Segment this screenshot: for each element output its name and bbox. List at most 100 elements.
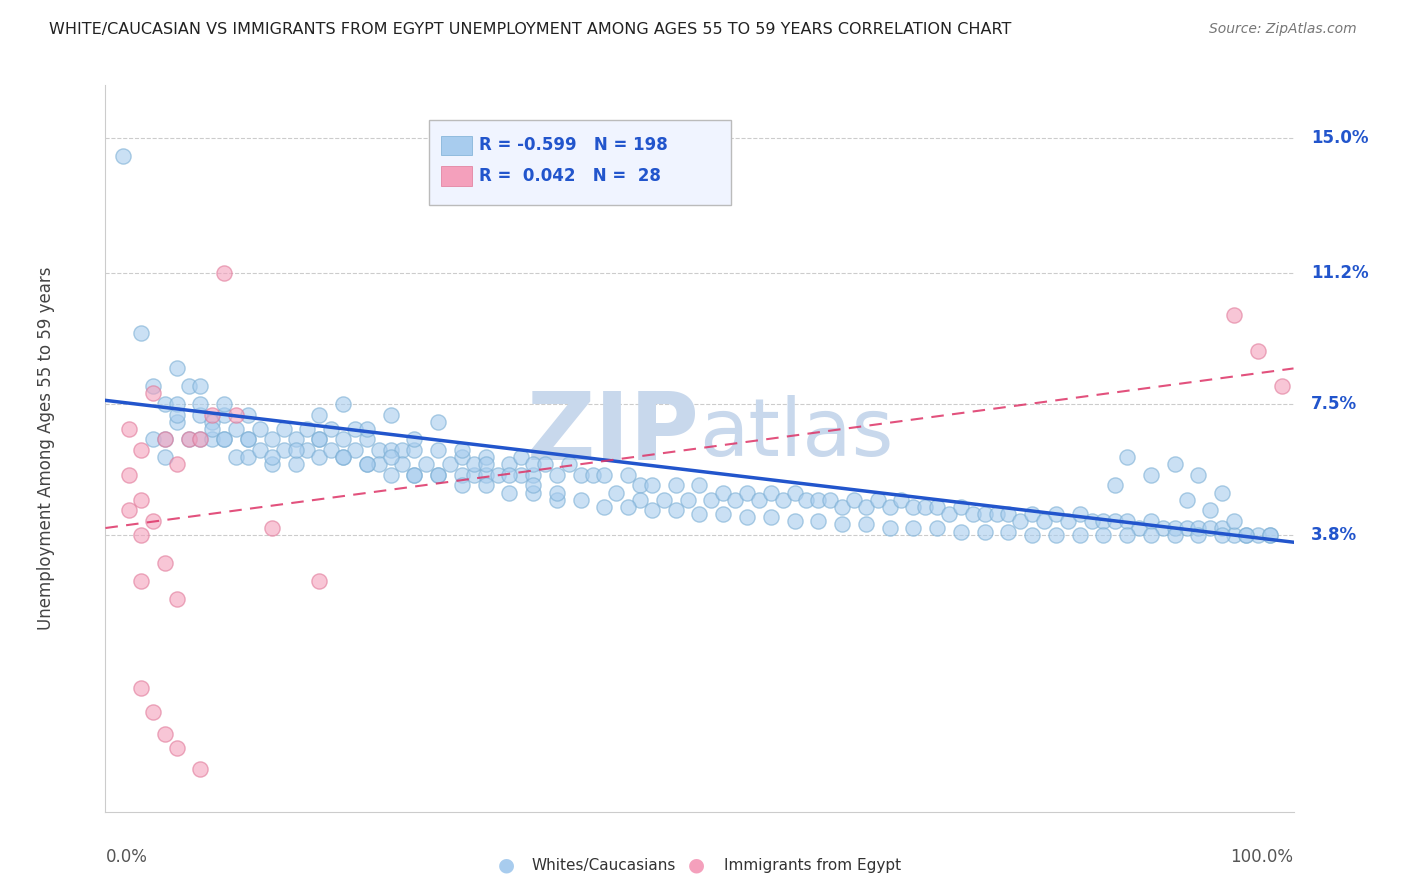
- Text: 7.5%: 7.5%: [1312, 395, 1357, 413]
- Text: 3.8%: 3.8%: [1312, 526, 1357, 544]
- Point: [214, 433, 236, 447]
- Point: [273, 442, 295, 457]
- Point: [297, 442, 319, 457]
- Point: [427, 467, 450, 482]
- Point: [522, 485, 544, 500]
- Point: [605, 485, 627, 500]
- Point: [260, 457, 283, 471]
- Point: [973, 524, 995, 539]
- Point: [177, 433, 200, 447]
- Point: [641, 478, 664, 492]
- Point: [380, 442, 402, 457]
- Point: [321, 422, 343, 436]
- Point: [628, 492, 651, 507]
- Point: [450, 450, 472, 464]
- Point: [308, 574, 330, 589]
- Point: [190, 433, 212, 447]
- Point: [190, 762, 212, 776]
- Point: [214, 408, 236, 422]
- Point: [1234, 528, 1257, 542]
- Point: [129, 574, 152, 589]
- Point: [949, 524, 972, 539]
- Point: [129, 442, 152, 457]
- Point: [236, 433, 259, 447]
- Point: [391, 457, 413, 471]
- Point: [522, 457, 544, 471]
- Point: [783, 485, 806, 500]
- Point: [1271, 379, 1294, 393]
- Point: [807, 492, 830, 507]
- Point: [1021, 507, 1043, 521]
- Point: [166, 740, 188, 755]
- Point: [1104, 478, 1126, 492]
- Point: [1164, 521, 1187, 535]
- Point: [367, 442, 389, 457]
- Point: [380, 450, 402, 464]
- Point: [1175, 521, 1198, 535]
- Point: [190, 397, 212, 411]
- Point: [510, 450, 533, 464]
- Point: [332, 397, 354, 411]
- Point: [842, 492, 865, 507]
- Point: [759, 485, 782, 500]
- Point: [735, 485, 758, 500]
- Point: [1234, 528, 1257, 542]
- Point: [308, 433, 330, 447]
- Point: [997, 524, 1019, 539]
- Point: [153, 727, 176, 741]
- Point: [201, 422, 224, 436]
- Point: [510, 467, 533, 482]
- Point: [1045, 507, 1067, 521]
- Point: [1211, 528, 1233, 542]
- Point: [153, 450, 176, 464]
- Point: [1164, 457, 1187, 471]
- Point: [142, 514, 165, 528]
- Point: [439, 457, 461, 471]
- Point: [404, 433, 426, 447]
- Point: [641, 503, 664, 517]
- Point: [225, 408, 247, 422]
- Point: [1104, 514, 1126, 528]
- Point: [1116, 528, 1139, 542]
- Point: [1140, 467, 1163, 482]
- Point: [569, 467, 592, 482]
- Point: [890, 492, 912, 507]
- Point: [831, 517, 853, 532]
- Point: [1211, 521, 1233, 535]
- Point: [1258, 528, 1281, 542]
- Point: [190, 379, 212, 393]
- Point: [273, 422, 295, 436]
- Point: [118, 467, 141, 482]
- Point: [962, 507, 984, 521]
- Point: [546, 492, 568, 507]
- Text: R = -0.599   N = 198: R = -0.599 N = 198: [479, 136, 668, 154]
- Point: [1116, 450, 1139, 464]
- Point: [855, 500, 877, 514]
- Point: [973, 507, 995, 521]
- Point: [689, 507, 711, 521]
- Point: [879, 500, 901, 514]
- Point: [343, 442, 366, 457]
- Point: [903, 521, 925, 535]
- Point: [225, 450, 247, 464]
- Point: [1080, 514, 1102, 528]
- Point: [546, 485, 568, 500]
- Point: [772, 492, 794, 507]
- Point: [1069, 528, 1091, 542]
- Point: [284, 457, 307, 471]
- Point: [866, 492, 889, 507]
- Point: [463, 467, 485, 482]
- Point: [938, 507, 960, 521]
- Point: [356, 422, 378, 436]
- Point: [404, 442, 426, 457]
- Point: [404, 467, 426, 482]
- Point: [201, 433, 224, 447]
- Point: [1199, 503, 1222, 517]
- Point: [997, 507, 1019, 521]
- Point: [166, 361, 188, 376]
- Point: [332, 450, 354, 464]
- Point: [474, 467, 496, 482]
- Point: [129, 681, 152, 695]
- Point: [190, 408, 212, 422]
- Point: [1187, 521, 1209, 535]
